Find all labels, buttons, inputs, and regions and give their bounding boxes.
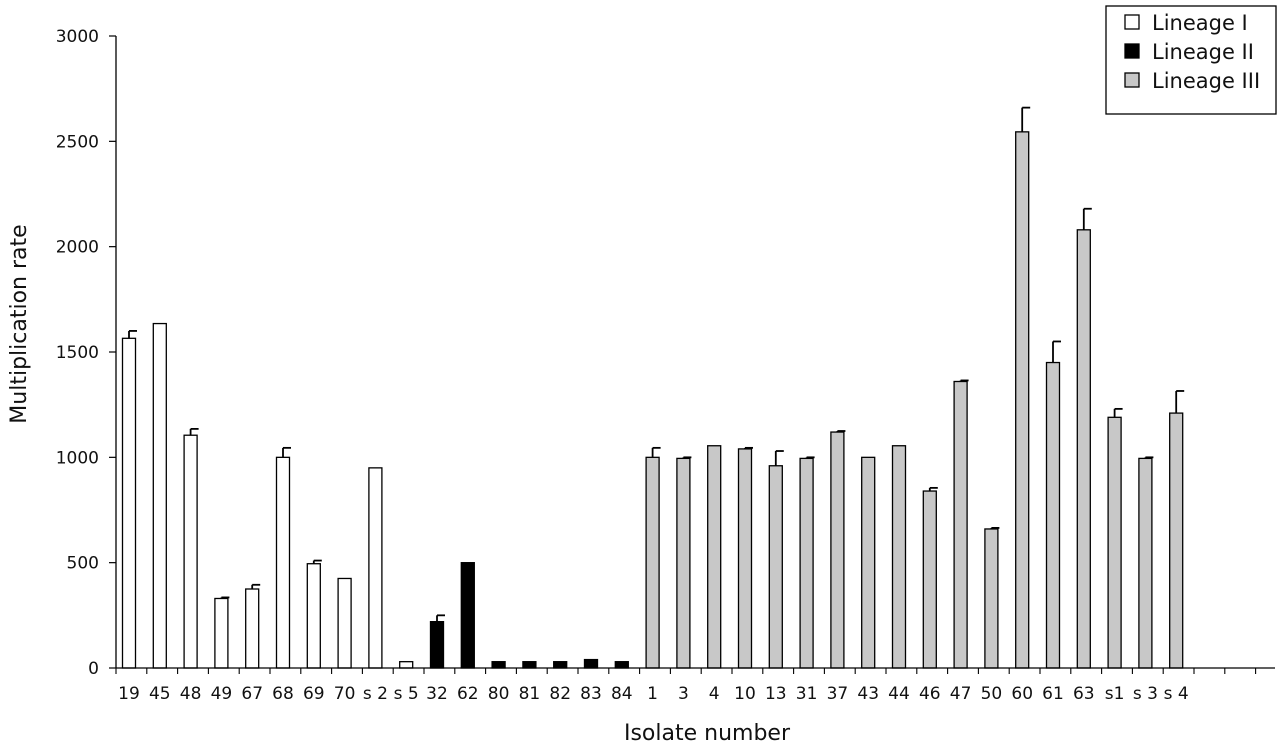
y-ticks-group: 0 500 1000 1500 2000 2500 3000 bbox=[56, 27, 116, 679]
bar-19 bbox=[121, 337, 137, 669]
x-tick-label: 70 bbox=[334, 684, 356, 704]
bar-43 bbox=[861, 456, 876, 669]
x-tick-label: 19 bbox=[118, 684, 140, 704]
x-tick-label: 46 bbox=[919, 684, 941, 704]
bars-group bbox=[121, 131, 1184, 669]
y-tick-label: 3000 bbox=[56, 27, 99, 47]
bar-70 bbox=[337, 577, 352, 669]
x-tick-label: 60 bbox=[1011, 684, 1033, 704]
legend-swatch-II bbox=[1124, 43, 1140, 59]
bar-s4 bbox=[1169, 412, 1184, 669]
x-tick-label: 69 bbox=[303, 684, 325, 704]
bar-61 bbox=[1045, 361, 1061, 669]
bar-31 bbox=[799, 457, 814, 669]
y-axis-title: Multiplication rate bbox=[7, 224, 32, 423]
x-tick-label: 67 bbox=[241, 684, 263, 704]
bar-67 bbox=[245, 588, 260, 669]
x-tick-label: 37 bbox=[827, 684, 849, 704]
x-tick-label: 4 bbox=[709, 684, 720, 704]
x-tick-label: 84 bbox=[611, 684, 633, 704]
x-tick-label: 49 bbox=[211, 684, 233, 704]
bar-62 bbox=[460, 562, 475, 669]
x-tick-label: 50 bbox=[981, 684, 1003, 704]
y-tick-label: 2500 bbox=[56, 132, 99, 152]
bar-1 bbox=[645, 456, 660, 669]
bar-47 bbox=[953, 380, 968, 669]
bar-s3 bbox=[1138, 457, 1153, 669]
y-tick-label: 2000 bbox=[56, 238, 99, 258]
legend-label: Lineage III bbox=[1152, 69, 1260, 93]
x-tick-label: 3 bbox=[678, 684, 689, 704]
x-tick-label: 83 bbox=[580, 684, 602, 704]
bar-3 bbox=[676, 457, 691, 669]
x-tick-label: 45 bbox=[149, 684, 171, 704]
y-tick-label: 1000 bbox=[56, 448, 99, 468]
x-tick-label: 80 bbox=[488, 684, 510, 704]
bar-4 bbox=[707, 445, 722, 669]
x-tick-label: s1 bbox=[1105, 684, 1125, 704]
x-tick-label: 31 bbox=[796, 684, 818, 704]
x-tick-label: 48 bbox=[180, 684, 202, 704]
bar-49 bbox=[214, 597, 229, 669]
x-tick-label: 10 bbox=[734, 684, 756, 704]
x-tick-label: 32 bbox=[426, 684, 448, 704]
legend-label: Lineage I bbox=[1152, 11, 1248, 35]
x-tick-label: 1 bbox=[647, 684, 658, 704]
x-tick-label: s 4 bbox=[1164, 684, 1189, 704]
y-tick-label: 0 bbox=[88, 659, 99, 679]
x-tick-label: 81 bbox=[519, 684, 541, 704]
bar-60 bbox=[1015, 131, 1030, 669]
bar-44 bbox=[891, 445, 907, 669]
bar-48 bbox=[183, 434, 198, 669]
bar-68 bbox=[275, 456, 291, 669]
bar-80 bbox=[491, 661, 506, 669]
y-tick-label: 500 bbox=[67, 554, 99, 574]
bar-37 bbox=[830, 431, 845, 669]
x-axis-title: Isolate number bbox=[624, 721, 791, 746]
legend-swatch-III bbox=[1124, 72, 1140, 88]
x-tick-label: 43 bbox=[857, 684, 879, 704]
x-tick-label: s 2 bbox=[363, 684, 388, 704]
error-bars-group bbox=[128, 106, 1185, 622]
x-tick-label: 13 bbox=[765, 684, 787, 704]
x-tick-label: 63 bbox=[1073, 684, 1095, 704]
bar-13 bbox=[768, 465, 783, 669]
bar-s1 bbox=[1107, 416, 1122, 669]
bar-69 bbox=[306, 563, 321, 669]
bar-83 bbox=[583, 658, 599, 669]
x-tick-label: 44 bbox=[888, 684, 910, 704]
legend: Lineage I Lineage II Lineage III bbox=[1105, 5, 1277, 115]
x-tick-label: 61 bbox=[1042, 684, 1064, 704]
bar-82 bbox=[553, 661, 568, 669]
bar-10 bbox=[737, 448, 753, 669]
bar-45 bbox=[152, 322, 167, 669]
x-tick-label: s 3 bbox=[1133, 684, 1158, 704]
y-tick-label: 1500 bbox=[56, 343, 99, 363]
x-tick-label: s 5 bbox=[394, 684, 419, 704]
x-tick-label: 47 bbox=[950, 684, 972, 704]
x-tick-label: 82 bbox=[549, 684, 571, 704]
legend-label: Lineage II bbox=[1152, 40, 1254, 64]
bar-81 bbox=[522, 661, 537, 669]
x-tick-label: 68 bbox=[272, 684, 294, 704]
bar-63 bbox=[1076, 229, 1091, 669]
legend-swatch-I bbox=[1124, 14, 1140, 30]
bar-s5 bbox=[399, 661, 414, 669]
bar-50 bbox=[984, 528, 999, 669]
bar-46 bbox=[922, 490, 937, 669]
x-tick-label: 62 bbox=[457, 684, 479, 704]
bar-s2 bbox=[368, 467, 383, 669]
bar-84 bbox=[614, 661, 629, 669]
bar-32 bbox=[429, 621, 445, 669]
